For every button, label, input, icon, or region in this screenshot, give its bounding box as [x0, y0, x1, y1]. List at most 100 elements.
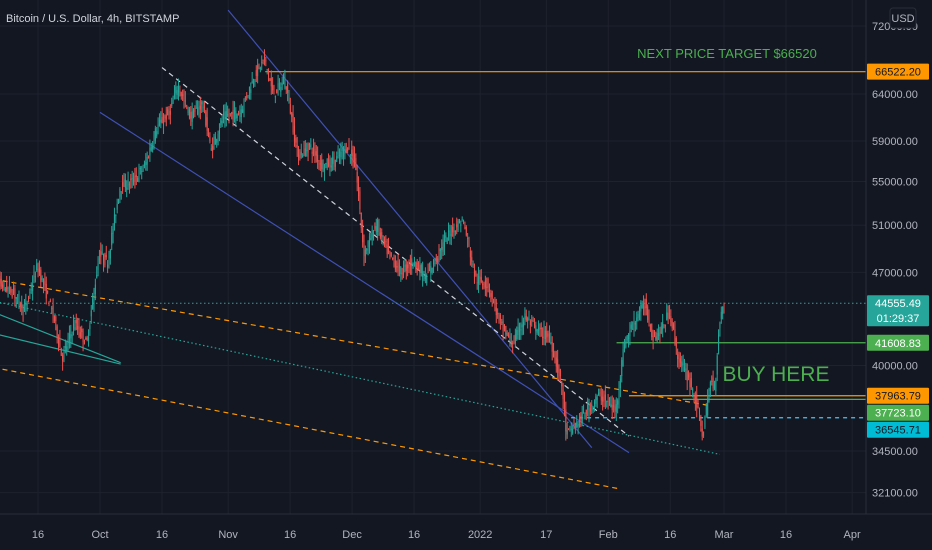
candle-body [490, 293, 492, 297]
candle-body [276, 89, 278, 94]
candle-body [165, 114, 167, 120]
trend-line [0, 301, 720, 455]
candle-body [588, 407, 590, 413]
candle-body [602, 396, 604, 402]
candle-body [681, 361, 683, 367]
candle-body [179, 91, 181, 93]
price-tag-label: 66522.20 [875, 67, 921, 79]
candle-body [298, 148, 300, 161]
candle-body [283, 81, 285, 85]
candle-body [17, 294, 19, 296]
candle-body [156, 131, 158, 137]
candle-body [26, 303, 28, 305]
candle-body [581, 411, 583, 423]
price-tags: 66522.20 44555.49 01:29:37 41608.83 37963.79… [867, 63, 929, 438]
candle-body [397, 262, 399, 272]
candle-body [584, 415, 586, 420]
candle-body [328, 162, 330, 166]
trend-line [227, 9, 593, 449]
candle-body [640, 304, 642, 312]
candle-body [293, 125, 295, 141]
candle-body [29, 291, 31, 294]
candle-body [22, 305, 24, 313]
candle-body [662, 322, 664, 330]
currency-button[interactable]: USD [889, 7, 917, 29]
candle-body [398, 265, 400, 269]
y-tick-label: 55000.00 [872, 177, 918, 189]
candle-body [48, 302, 50, 307]
candle-body [180, 92, 182, 97]
candle-body [33, 273, 35, 282]
candle-body [647, 306, 649, 321]
candle-body [708, 394, 710, 402]
candle-body [300, 151, 302, 156]
candle-body [253, 82, 255, 85]
candle-body [694, 396, 696, 404]
candle-body [242, 109, 244, 113]
candle-body [446, 237, 448, 244]
candle-body [465, 226, 467, 236]
candle-body [261, 61, 263, 63]
candle-body [97, 263, 99, 270]
candle-body [393, 256, 395, 262]
candle-body [326, 159, 328, 168]
candle-body [529, 320, 531, 326]
candle-body [206, 117, 208, 131]
candle-body [523, 322, 525, 327]
candle-body [664, 325, 666, 327]
candle-body [368, 236, 370, 248]
candle-body [8, 284, 10, 286]
candle-body [247, 95, 249, 97]
candle-body [345, 149, 347, 153]
chart-title: Bitcoin / U.S. Dollar, 4h, BITSTAMP [6, 13, 179, 25]
candle-body [593, 401, 595, 405]
candle-body [419, 264, 421, 274]
candle-body [598, 392, 600, 396]
candle-body [705, 405, 707, 416]
candle-body [712, 377, 714, 389]
candle-body [464, 227, 466, 229]
candle-body [239, 113, 241, 115]
trend-line [0, 279, 712, 407]
candle-body [55, 316, 57, 322]
candle-body [505, 325, 507, 335]
price-tag-countdown: 01:29:37 [877, 313, 920, 325]
candle-body [373, 234, 375, 237]
candle-body [592, 406, 594, 411]
candle-body [209, 136, 211, 142]
candle-body [475, 270, 477, 276]
candle-body [81, 328, 83, 332]
candle-body [683, 366, 685, 371]
candle-body [550, 341, 552, 343]
x-tick-label: Dec [342, 529, 362, 541]
candle-body [416, 262, 418, 272]
candle-body [59, 339, 61, 348]
candle-body [574, 423, 576, 427]
candle-body [311, 151, 313, 154]
candle-body [561, 381, 563, 387]
candle-body [270, 78, 272, 87]
candle-body [711, 381, 713, 383]
candle-body [546, 330, 548, 338]
candle-body [186, 105, 188, 107]
candle-body [93, 290, 95, 307]
candle-body [176, 90, 178, 95]
candle-body [559, 369, 561, 377]
candle-body [423, 276, 425, 278]
candle-body [469, 250, 471, 258]
candle-body [37, 268, 39, 273]
price-tag [867, 334, 929, 351]
candle-body [379, 232, 381, 238]
candle-body [442, 242, 444, 252]
candle-body [697, 406, 699, 408]
candle-body [551, 342, 553, 352]
candle-body [715, 380, 717, 392]
price-tag-label: 44555.49 [875, 298, 921, 310]
x-tick-label: Apr [844, 529, 861, 541]
price-tag [867, 421, 929, 438]
x-axis[interactable]: 16 Oct 16 Nov 16 Dec 16 2022 17 Feb 16 Mar 16 Apr [32, 529, 861, 541]
candle-body [700, 415, 702, 426]
candle-body [367, 241, 369, 248]
price-tag [867, 63, 929, 80]
candle-body [495, 307, 497, 316]
